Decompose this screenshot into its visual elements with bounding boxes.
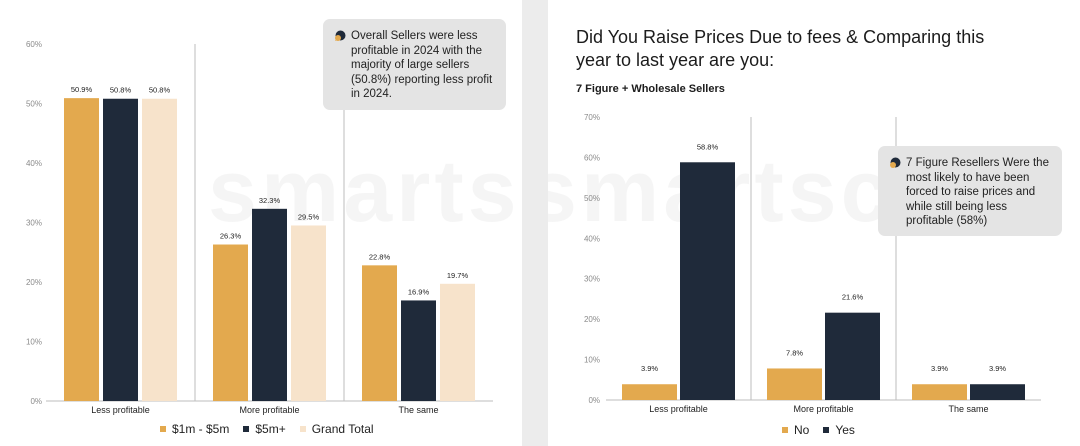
chart-panel-left: smartscout 0%10%20%30%40%50%60%50.9%50.8… [0, 0, 522, 446]
data-label: 50.8% [110, 86, 132, 95]
y-tick-label: 20% [26, 278, 42, 287]
y-tick-label: 30% [584, 275, 600, 284]
data-label: 50.9% [71, 85, 93, 94]
legend-swatch [299, 426, 306, 432]
legend-swatch [243, 426, 250, 432]
y-tick-label: 50% [26, 100, 42, 109]
chart-panel-right: smartscout Did You Raise Prices Due to f… [548, 0, 1080, 446]
x-tick-label: The same [948, 404, 988, 414]
bar-1m-5m-less-profitable [64, 98, 99, 402]
y-tick-label: 10% [584, 356, 600, 365]
legend-swatch [823, 427, 830, 433]
legend-swatch [782, 427, 788, 433]
bar-5m-the-same [401, 300, 436, 401]
bar-chart-right: 0% 10% 20% 30% 40% 50% 60% 70% 3.9% 58.8% Less pro… [584, 113, 1041, 414]
annotation-callout-left: Overall Sellers were less profitable in … [323, 19, 506, 110]
bar-1m-5m-the-same [362, 265, 397, 401]
legend-item-yes: Yes [823, 423, 855, 437]
y-tick-label: 20% [584, 315, 600, 324]
data-label: 3.9% [931, 364, 948, 373]
y-tick-label: 30% [26, 219, 42, 228]
data-label: 50.8% [149, 86, 171, 95]
x-tick-label: Less profitable [649, 404, 708, 414]
y-tick-label: 50% [584, 194, 600, 203]
legend-swatch [160, 426, 166, 432]
bar-5m-less-profitable [103, 98, 138, 402]
legend-item-grand-total: Grand Total [299, 422, 374, 436]
legend-left: $1m - $5m $5m+ Grand Total [160, 422, 374, 436]
bar-no-the-same [912, 384, 967, 400]
data-label: 58.8% [697, 142, 719, 151]
bar-grand-total-more-profitable [291, 225, 326, 401]
legend-item-no: No [782, 423, 809, 437]
data-label: 22.8% [369, 252, 391, 261]
y-tick-label: 0% [30, 397, 42, 406]
legend-label: Grand Total [311, 422, 374, 436]
bar-5m-more-profitable [252, 208, 287, 401]
data-label: 16.9% [408, 287, 430, 296]
bar-no-less-profitable [622, 384, 677, 400]
data-label: 26.3% [220, 232, 242, 241]
x-tick-label: More profitable [239, 405, 299, 415]
bar-chart-left: 0% 10% 20% 30% 40% 50% 60% 50.9% 50.8% 50.8% Less … [26, 40, 493, 415]
bar-1m-5m-more-profitable [213, 244, 248, 401]
y-tick-label: 70% [584, 113, 600, 122]
legend-label: Yes [835, 423, 855, 437]
bar-grand-total-less-profitable [142, 98, 177, 402]
legend-label: $1m - $5m [172, 422, 230, 436]
legend-label: $5m+ [255, 422, 286, 436]
annotation-text-left: Overall Sellers were less profitable in … [351, 30, 493, 100]
y-tick-label: 0% [588, 396, 600, 405]
x-tick-label: The same [398, 405, 438, 415]
annotation-text-right: 7 Figure Resellers Were the most likely … [906, 157, 1049, 227]
y-tick-label: 10% [26, 338, 42, 347]
data-label: 7.8% [786, 348, 803, 357]
x-tick-label: Less profitable [91, 405, 150, 415]
bar-yes-less-profitable [680, 162, 735, 400]
data-label: 29.5% [298, 212, 320, 221]
legend-right: No Yes [782, 423, 855, 437]
data-label: 32.3% [259, 196, 281, 205]
legend-item-1m-5m: $1m - $5m [160, 422, 229, 436]
bar-grand-total-the-same [440, 283, 475, 401]
chart-subtitle: 7 Figure + Wholesale Sellers [576, 83, 725, 95]
data-label: 3.9% [641, 364, 658, 373]
data-label: 21.6% [842, 293, 864, 302]
x-tick-label: More profitable [793, 404, 853, 414]
y-tick-label: 40% [26, 159, 42, 168]
legend-label: No [794, 423, 810, 437]
y-tick-label: 60% [26, 40, 42, 49]
y-tick-label: 60% [584, 153, 600, 162]
chart-title: Did You Raise Prices Due to fees & Compa… [576, 27, 985, 70]
bar-yes-the-same [970, 384, 1025, 400]
legend-item-5m: $5m+ [243, 422, 286, 436]
y-tick-label: 40% [584, 234, 600, 243]
data-label: 19.7% [447, 271, 469, 280]
bar-no-more-profitable [767, 368, 822, 400]
annotation-callout-right: 7 Figure Resellers Were the most likely … [878, 146, 1062, 236]
bar-yes-more-profitable [825, 312, 880, 400]
data-label: 3.9% [989, 364, 1006, 373]
